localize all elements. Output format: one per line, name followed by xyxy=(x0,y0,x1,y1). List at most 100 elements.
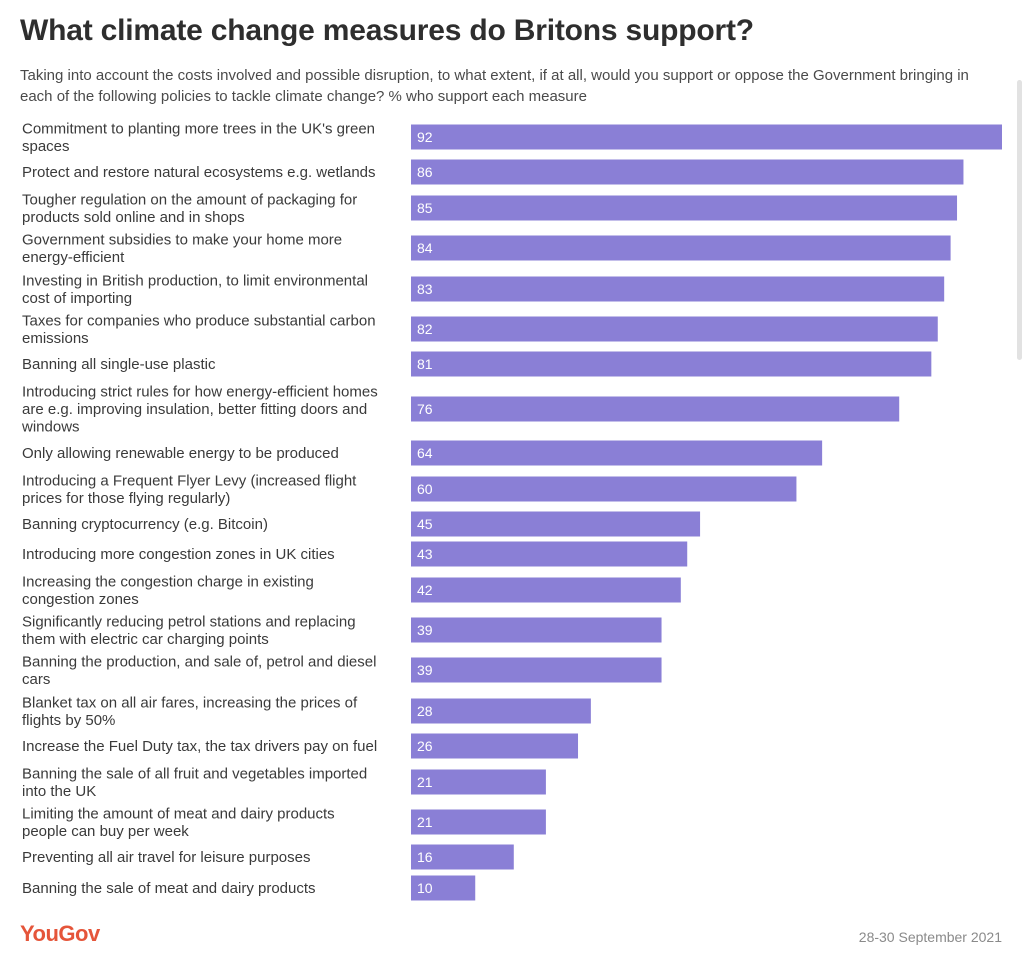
bar-16 xyxy=(411,733,579,759)
bar-10 xyxy=(411,511,701,537)
bar-value-label: 10 xyxy=(417,880,433,896)
category-label: Introducing more congestion zones in UK … xyxy=(22,546,335,563)
bar-value-label: 85 xyxy=(417,200,433,216)
bar-value-label: 64 xyxy=(417,445,433,461)
bar-18 xyxy=(411,809,546,835)
bar-19 xyxy=(411,844,514,870)
category-label: Introducing a Frequent Flyer Levy (incre… xyxy=(22,472,357,507)
category-label-line: emissions xyxy=(22,330,89,347)
bar-value-label: 60 xyxy=(417,481,433,497)
category-label: Banning all single-use plastic xyxy=(22,356,216,373)
category-label-line: products sold online and in shops xyxy=(22,209,245,226)
bar-value-label: 76 xyxy=(417,401,433,417)
category-label: Increasing the congestion charge in exis… xyxy=(22,573,314,608)
bar-value-label: 86 xyxy=(417,164,433,180)
category-label-line: Limiting the amount of meat and dairy pr… xyxy=(22,805,335,822)
bar-12 xyxy=(411,577,681,603)
category-label: Tougher regulation on the amount of pack… xyxy=(22,191,357,226)
category-label-line: into the UK xyxy=(22,783,96,800)
category-label-line: Introducing strict rules for how energy-… xyxy=(22,384,378,401)
category-label-line: cost of importing xyxy=(22,290,132,307)
category-label-line: Banning all single-use plastic xyxy=(22,356,216,373)
category-label-line: are e.g. improving insulation, better fi… xyxy=(22,401,367,418)
bar-4 xyxy=(411,276,945,302)
category-label-line: Banning the production, and sale of, pet… xyxy=(22,653,376,670)
bar-17 xyxy=(411,769,546,795)
chart-title: What climate change measures do Britons … xyxy=(20,14,754,47)
category-label: Banning the sale of meat and dairy produ… xyxy=(22,880,316,897)
category-label-line: spaces xyxy=(22,138,70,155)
bar-3 xyxy=(411,235,951,261)
category-label: Commitment to planting more trees in the… xyxy=(22,120,375,155)
category-label: Limiting the amount of meat and dairy pr… xyxy=(22,805,335,840)
category-label-line: people can buy per week xyxy=(22,823,189,840)
bar-14 xyxy=(411,657,662,683)
category-label-line: Banning cryptocurrency (e.g. Bitcoin) xyxy=(22,516,268,533)
bar-0 xyxy=(411,124,1002,150)
category-label: Banning the production, and sale of, pet… xyxy=(22,653,376,688)
bar-1 xyxy=(411,159,964,185)
bar-20 xyxy=(411,875,476,901)
bar-6 xyxy=(411,351,932,377)
category-label-line: Only allowing renewable energy to be pro… xyxy=(22,445,339,462)
bar-2 xyxy=(411,195,958,221)
bar-value-label: 39 xyxy=(417,662,433,678)
category-label-line: Introducing more congestion zones in UK … xyxy=(22,546,335,563)
bar-value-label: 42 xyxy=(417,582,433,598)
bar-value-label: 81 xyxy=(417,356,433,372)
category-label: Protect and restore natural ecosystems e… xyxy=(22,164,376,181)
category-label-line: Increase the Fuel Duty tax, the tax driv… xyxy=(22,738,377,755)
category-label-line: Investing in British production, to limi… xyxy=(22,272,368,289)
category-label: Investing in British production, to limi… xyxy=(22,272,368,307)
category-label-line: Tougher regulation on the amount of pack… xyxy=(22,191,357,208)
category-label-line: prices for those flying regularly) xyxy=(22,490,230,507)
bar-value-label: 45 xyxy=(417,516,433,532)
category-label-line: flights by 50% xyxy=(22,712,115,729)
chart-subtitle: Taking into account the costs involved a… xyxy=(20,67,969,105)
category-label-line: Increasing the congestion charge in exis… xyxy=(22,573,314,590)
category-label-line: Banning the sale of meat and dairy produ… xyxy=(22,880,316,897)
category-label-line: Blanket tax on all air fares, increasing… xyxy=(22,694,358,711)
bar-value-label: 84 xyxy=(417,240,433,256)
bar-value-label: 83 xyxy=(417,281,433,297)
category-label-line: Significantly reducing petrol stations a… xyxy=(22,613,356,630)
bar-value-label: 43 xyxy=(417,546,433,562)
bar-9 xyxy=(411,476,797,502)
category-label: Taxes for companies who produce substant… xyxy=(22,312,376,347)
category-label: Banning cryptocurrency (e.g. Bitcoin) xyxy=(22,516,268,533)
category-label-line: Commitment to planting more trees in the… xyxy=(22,120,375,137)
category-label: Preventing all air travel for leisure pu… xyxy=(22,849,310,866)
yougov-logo: YouGov xyxy=(20,921,100,946)
category-label-line: energy-efficient xyxy=(22,249,125,266)
bar-value-label: 26 xyxy=(417,738,433,754)
survey-date: 28-30 September 2021 xyxy=(858,929,1002,945)
category-label: Banning the sale of all fruit and vegeta… xyxy=(22,765,367,800)
category-label-line: windows xyxy=(21,419,80,436)
bar-8 xyxy=(411,440,823,466)
category-label: Government subsidies to make your home m… xyxy=(22,231,342,266)
category-label-line: Preventing all air travel for leisure pu… xyxy=(22,849,310,866)
category-label: Significantly reducing petrol stations a… xyxy=(22,613,356,648)
bar-value-label: 82 xyxy=(417,321,433,337)
category-label-line: Government subsidies to make your home m… xyxy=(22,231,342,248)
category-label-line: cars xyxy=(22,671,50,688)
category-label: Blanket tax on all air fares, increasing… xyxy=(22,694,358,729)
category-label-line: Protect and restore natural ecosystems e… xyxy=(22,164,376,181)
category-label-line: Banning the sale of all fruit and vegeta… xyxy=(22,765,367,782)
scrollbar[interactable] xyxy=(1017,80,1022,360)
bar-value-label: 39 xyxy=(417,622,433,638)
bar-value-label: 21 xyxy=(417,774,433,790)
category-label: Only allowing renewable energy to be pro… xyxy=(22,445,339,462)
bar-15 xyxy=(411,698,591,724)
bar-11 xyxy=(411,541,688,567)
bar-chart: 92 Commitment to planting more trees in t… xyxy=(21,120,1002,901)
category-label-line: congestion zones xyxy=(22,591,139,608)
bar-value-label: 16 xyxy=(417,849,433,865)
bar-5 xyxy=(411,316,938,342)
bar-13 xyxy=(411,617,662,643)
bar-value-label: 21 xyxy=(417,814,433,830)
bar-value-label: 92 xyxy=(417,129,433,145)
category-label-line: them with electric car charging points xyxy=(22,631,269,648)
category-label-line: Taxes for companies who produce substant… xyxy=(22,312,376,329)
bar-7 xyxy=(411,396,900,422)
